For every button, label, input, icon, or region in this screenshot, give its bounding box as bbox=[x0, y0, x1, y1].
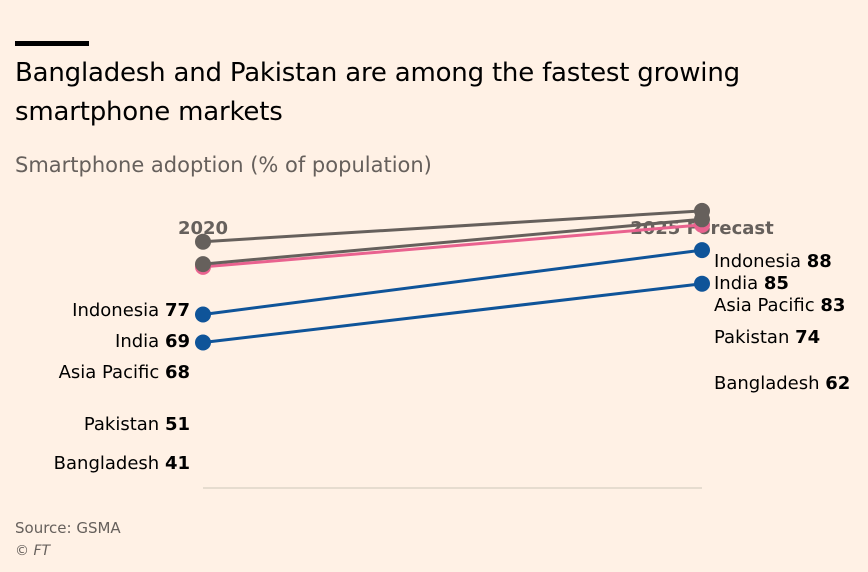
chart-title: Bangladesh and Pakistan are among the fa… bbox=[15, 58, 740, 127]
point-2020-bangladesh bbox=[195, 334, 211, 351]
point-2020-pakistan bbox=[195, 306, 211, 323]
top-rule bbox=[15, 41, 89, 46]
point-2025-pakistan bbox=[694, 242, 710, 259]
label-2025-pakistan: Pakistan 74 bbox=[714, 327, 820, 348]
label-2020-india: India 69 bbox=[115, 331, 190, 352]
label-2025-bangladesh: Bangladesh 62 bbox=[714, 373, 850, 394]
chart-subtitle: Smartphone adoption (% of population) bbox=[15, 153, 432, 177]
series-line-asia-pacific bbox=[202, 223, 703, 269]
label-2025-india: India 85 bbox=[714, 273, 789, 294]
series-line-india bbox=[202, 217, 703, 266]
source-note: Source: GSMA bbox=[15, 519, 121, 537]
label-2020-bangladesh: Bangladesh 41 bbox=[54, 453, 190, 474]
label-2020-asia-pacific: Asia Pacific 68 bbox=[59, 362, 190, 383]
column-header-2020: 2020 bbox=[178, 218, 228, 239]
point-2020-indonesia bbox=[195, 233, 211, 250]
label-2020-indonesia: Indonesia 77 bbox=[72, 300, 190, 321]
copyright-credit: © FT bbox=[15, 543, 51, 559]
series-line-pakistan bbox=[202, 248, 703, 316]
series-line-indonesia bbox=[202, 209, 703, 244]
point-2025-indonesia bbox=[694, 202, 710, 219]
label-2020-pakistan: Pakistan 51 bbox=[84, 414, 190, 435]
label-2025-indonesia: Indonesia 88 bbox=[714, 251, 832, 272]
point-2020-india bbox=[195, 256, 211, 273]
point-2025-bangladesh bbox=[694, 275, 710, 292]
label-2025-asia-pacific: Asia Pacific 83 bbox=[714, 295, 845, 316]
series-line-bangladesh bbox=[202, 282, 703, 344]
